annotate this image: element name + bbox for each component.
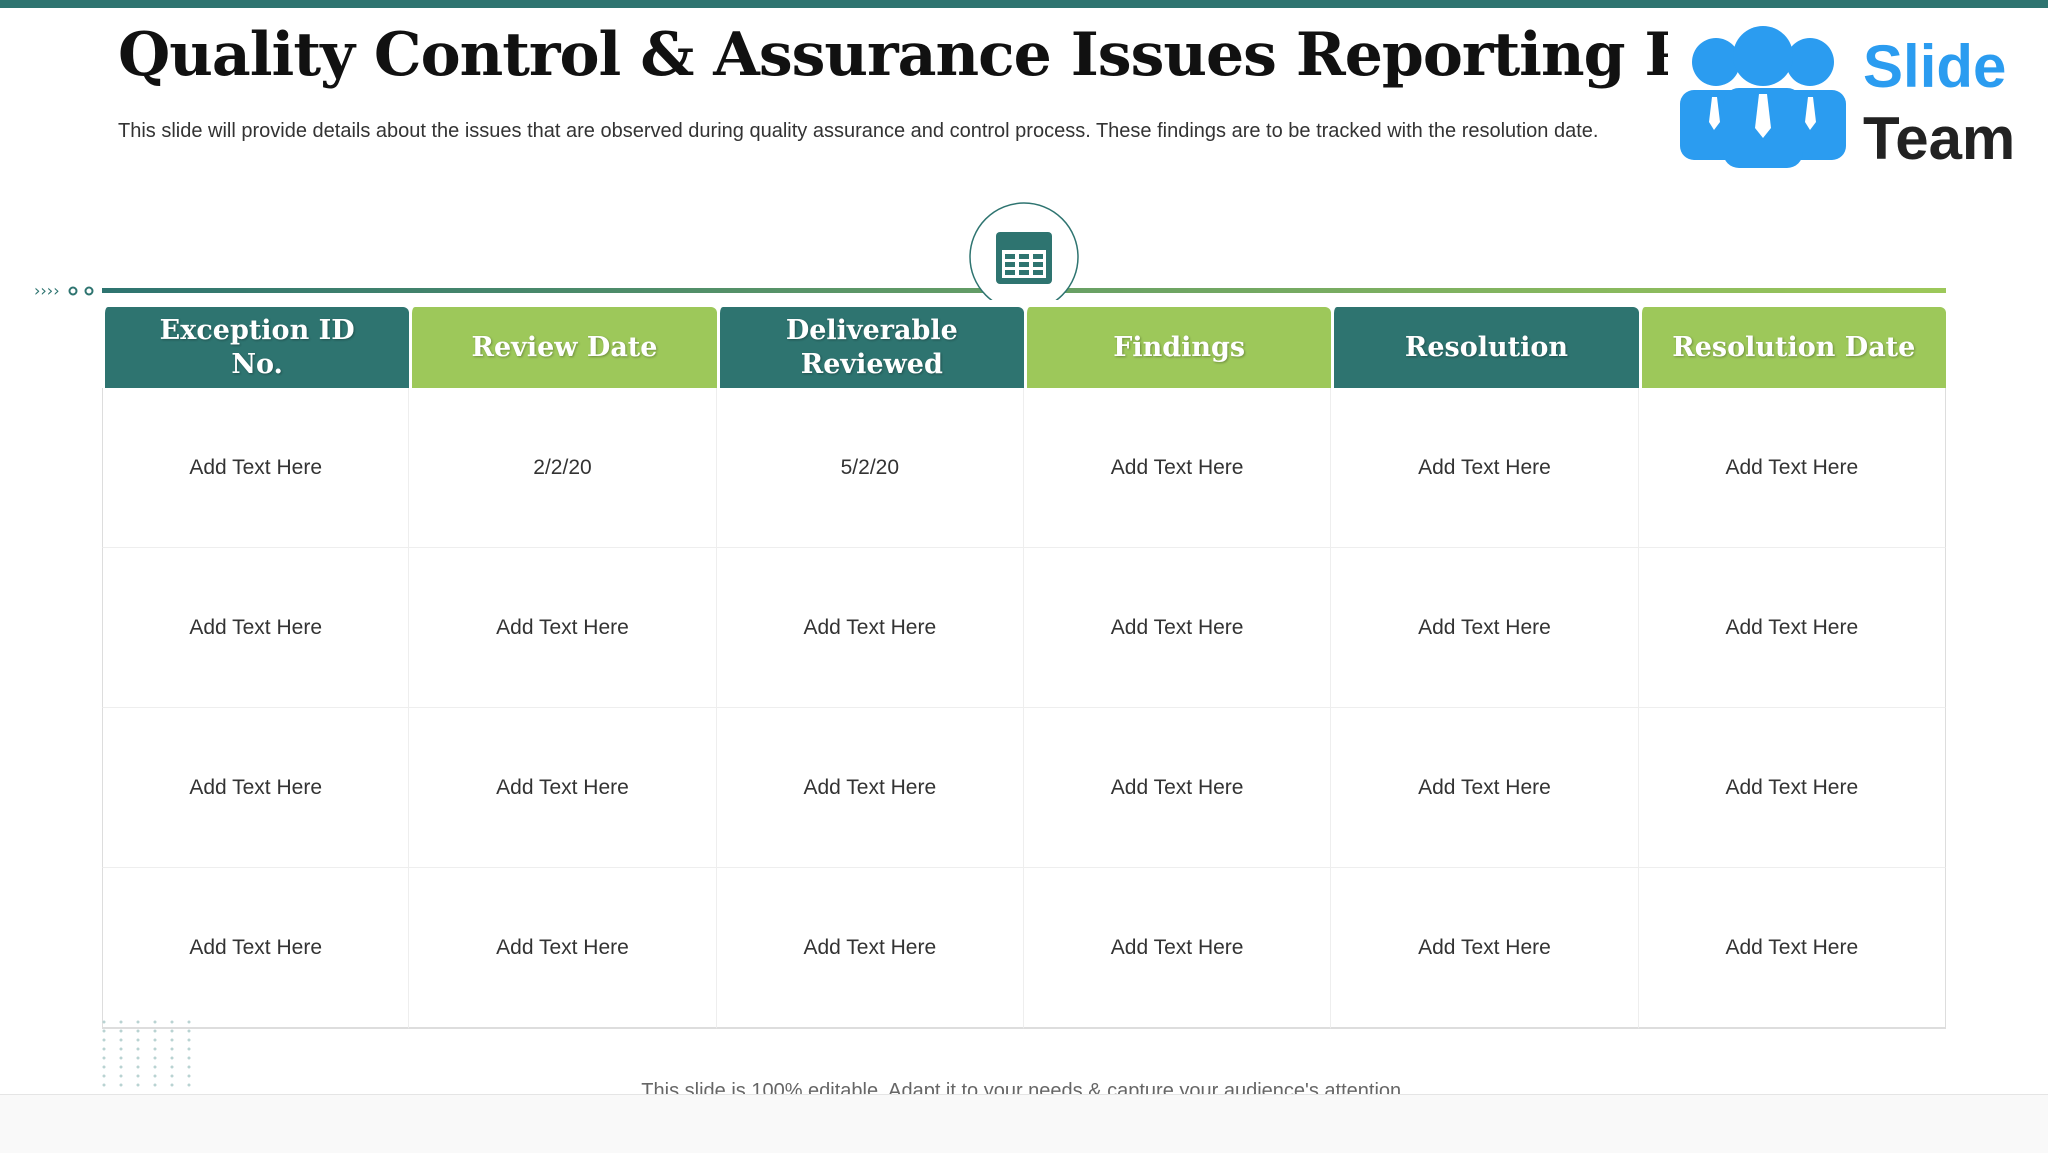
dot [153,1056,157,1060]
dot [136,1038,140,1042]
dot [153,1083,157,1087]
dot [136,1020,140,1024]
dot [119,1038,123,1042]
logo-text: Team [1863,105,2016,172]
dot [136,1056,140,1060]
column-header: Findings [1023,307,1332,388]
dot [136,1083,140,1087]
table-cell: Add Text Here [102,548,410,708]
dot [102,1056,106,1060]
dot [119,1083,123,1087]
dot [170,1083,174,1087]
dot [102,1083,106,1087]
footer: This slide is 100% editable. Adapt it to… [0,1080,2048,1094]
dot [170,1038,174,1042]
column-header: Review Date [409,307,717,388]
dot [119,1047,123,1051]
column-header: Deliverable Reviewed [716,307,1024,388]
logo: Slide Team [1668,22,2038,192]
dot [187,1029,191,1033]
footer-text: This slide is 100% editable. Adapt it to… [641,1080,1407,1094]
column-header: Resolution Date [1638,307,1946,388]
dot [136,1065,140,1069]
svg-text:››››: ›››› [34,281,60,300]
dot [102,1074,106,1078]
dot [102,1029,106,1033]
table-cell: Add Text Here [1638,708,1946,868]
dot [153,1047,157,1051]
table-cell: Add Text Here [1023,868,1332,1029]
dot [136,1047,140,1051]
table-cell: Add Text Here [1331,708,1639,868]
dot [153,1065,157,1069]
table-cell: 5/2/20 [716,388,1024,548]
dot [119,1065,123,1069]
table-row: Add Text Here Add Text Here Add Text Here A… [102,868,1946,1029]
dot [153,1074,157,1078]
dot [187,1074,191,1078]
dot [170,1074,174,1078]
dot [170,1047,174,1051]
dot [187,1083,191,1087]
table-row: Add Text Here Add Text Here Add Text Here A… [102,708,1946,868]
dot [102,1047,106,1051]
table-row: Add Text Here Add Text Here Add Text Here A… [102,548,1946,708]
dot [119,1020,123,1024]
dot [136,1074,140,1078]
dot [119,1056,123,1060]
table-cell: Add Text Here [716,548,1024,708]
table-cell: Add Text Here [102,388,410,548]
table-cell: 2/2/20 [409,388,717,548]
dot [170,1065,174,1069]
title: Quality Control & Assurance Issues Repor… [118,20,1792,90]
table-row: Add Text Here 2/2/20 5/2/20 Add Text Here Ad… [102,388,1946,548]
logo-icon [1680,26,1846,168]
dot [136,1029,140,1033]
dot [119,1029,123,1033]
dot [153,1038,157,1042]
table-cell: Add Text Here [1023,388,1332,548]
table-cell: Add Text Here [102,868,410,1029]
table-cell: Add Text Here [716,868,1024,1029]
dot [187,1056,191,1060]
dot [187,1065,191,1069]
table-cell: Add Text Here [1638,868,1946,1029]
dot [170,1020,174,1024]
issues-table: Exception ID No. Review Date Deliverable R… [102,307,1946,1029]
table-cell: Add Text Here [1023,708,1332,868]
column-header: Exception ID No. [102,307,410,388]
subtitle: This slide will provide details about th… [118,120,1599,142]
table-cell: Add Text Here [409,868,717,1029]
table-cell: Add Text Here [1638,548,1946,708]
table-cell: Add Text Here [1638,388,1946,548]
top-bar [0,0,2048,8]
table-cell: Add Text Here [409,708,717,868]
dot [119,1074,123,1078]
dot [153,1020,157,1024]
dot [102,1020,106,1024]
table-cell: Add Text Here [1331,868,1639,1029]
dot [102,1038,106,1042]
column-header: Resolution [1331,307,1639,388]
dot [170,1029,174,1033]
logo-text: Slide [1863,33,2007,100]
dot-pattern [102,1020,191,1087]
dot [187,1038,191,1042]
dot [187,1047,191,1051]
table-cell: Add Text Here [409,548,717,708]
table-cell: Add Text Here [716,708,1024,868]
divider: ›››› [34,202,1946,300]
dot [170,1056,174,1060]
table-cell: Add Text Here [1331,548,1639,708]
table-cell: Add Text Here [102,708,410,868]
table-cell: Add Text Here [1331,388,1639,548]
dot [102,1065,106,1069]
dot [153,1029,157,1033]
table-cell: Add Text Here [1023,548,1332,708]
dot [187,1020,191,1024]
footer-band [0,1094,2048,1153]
